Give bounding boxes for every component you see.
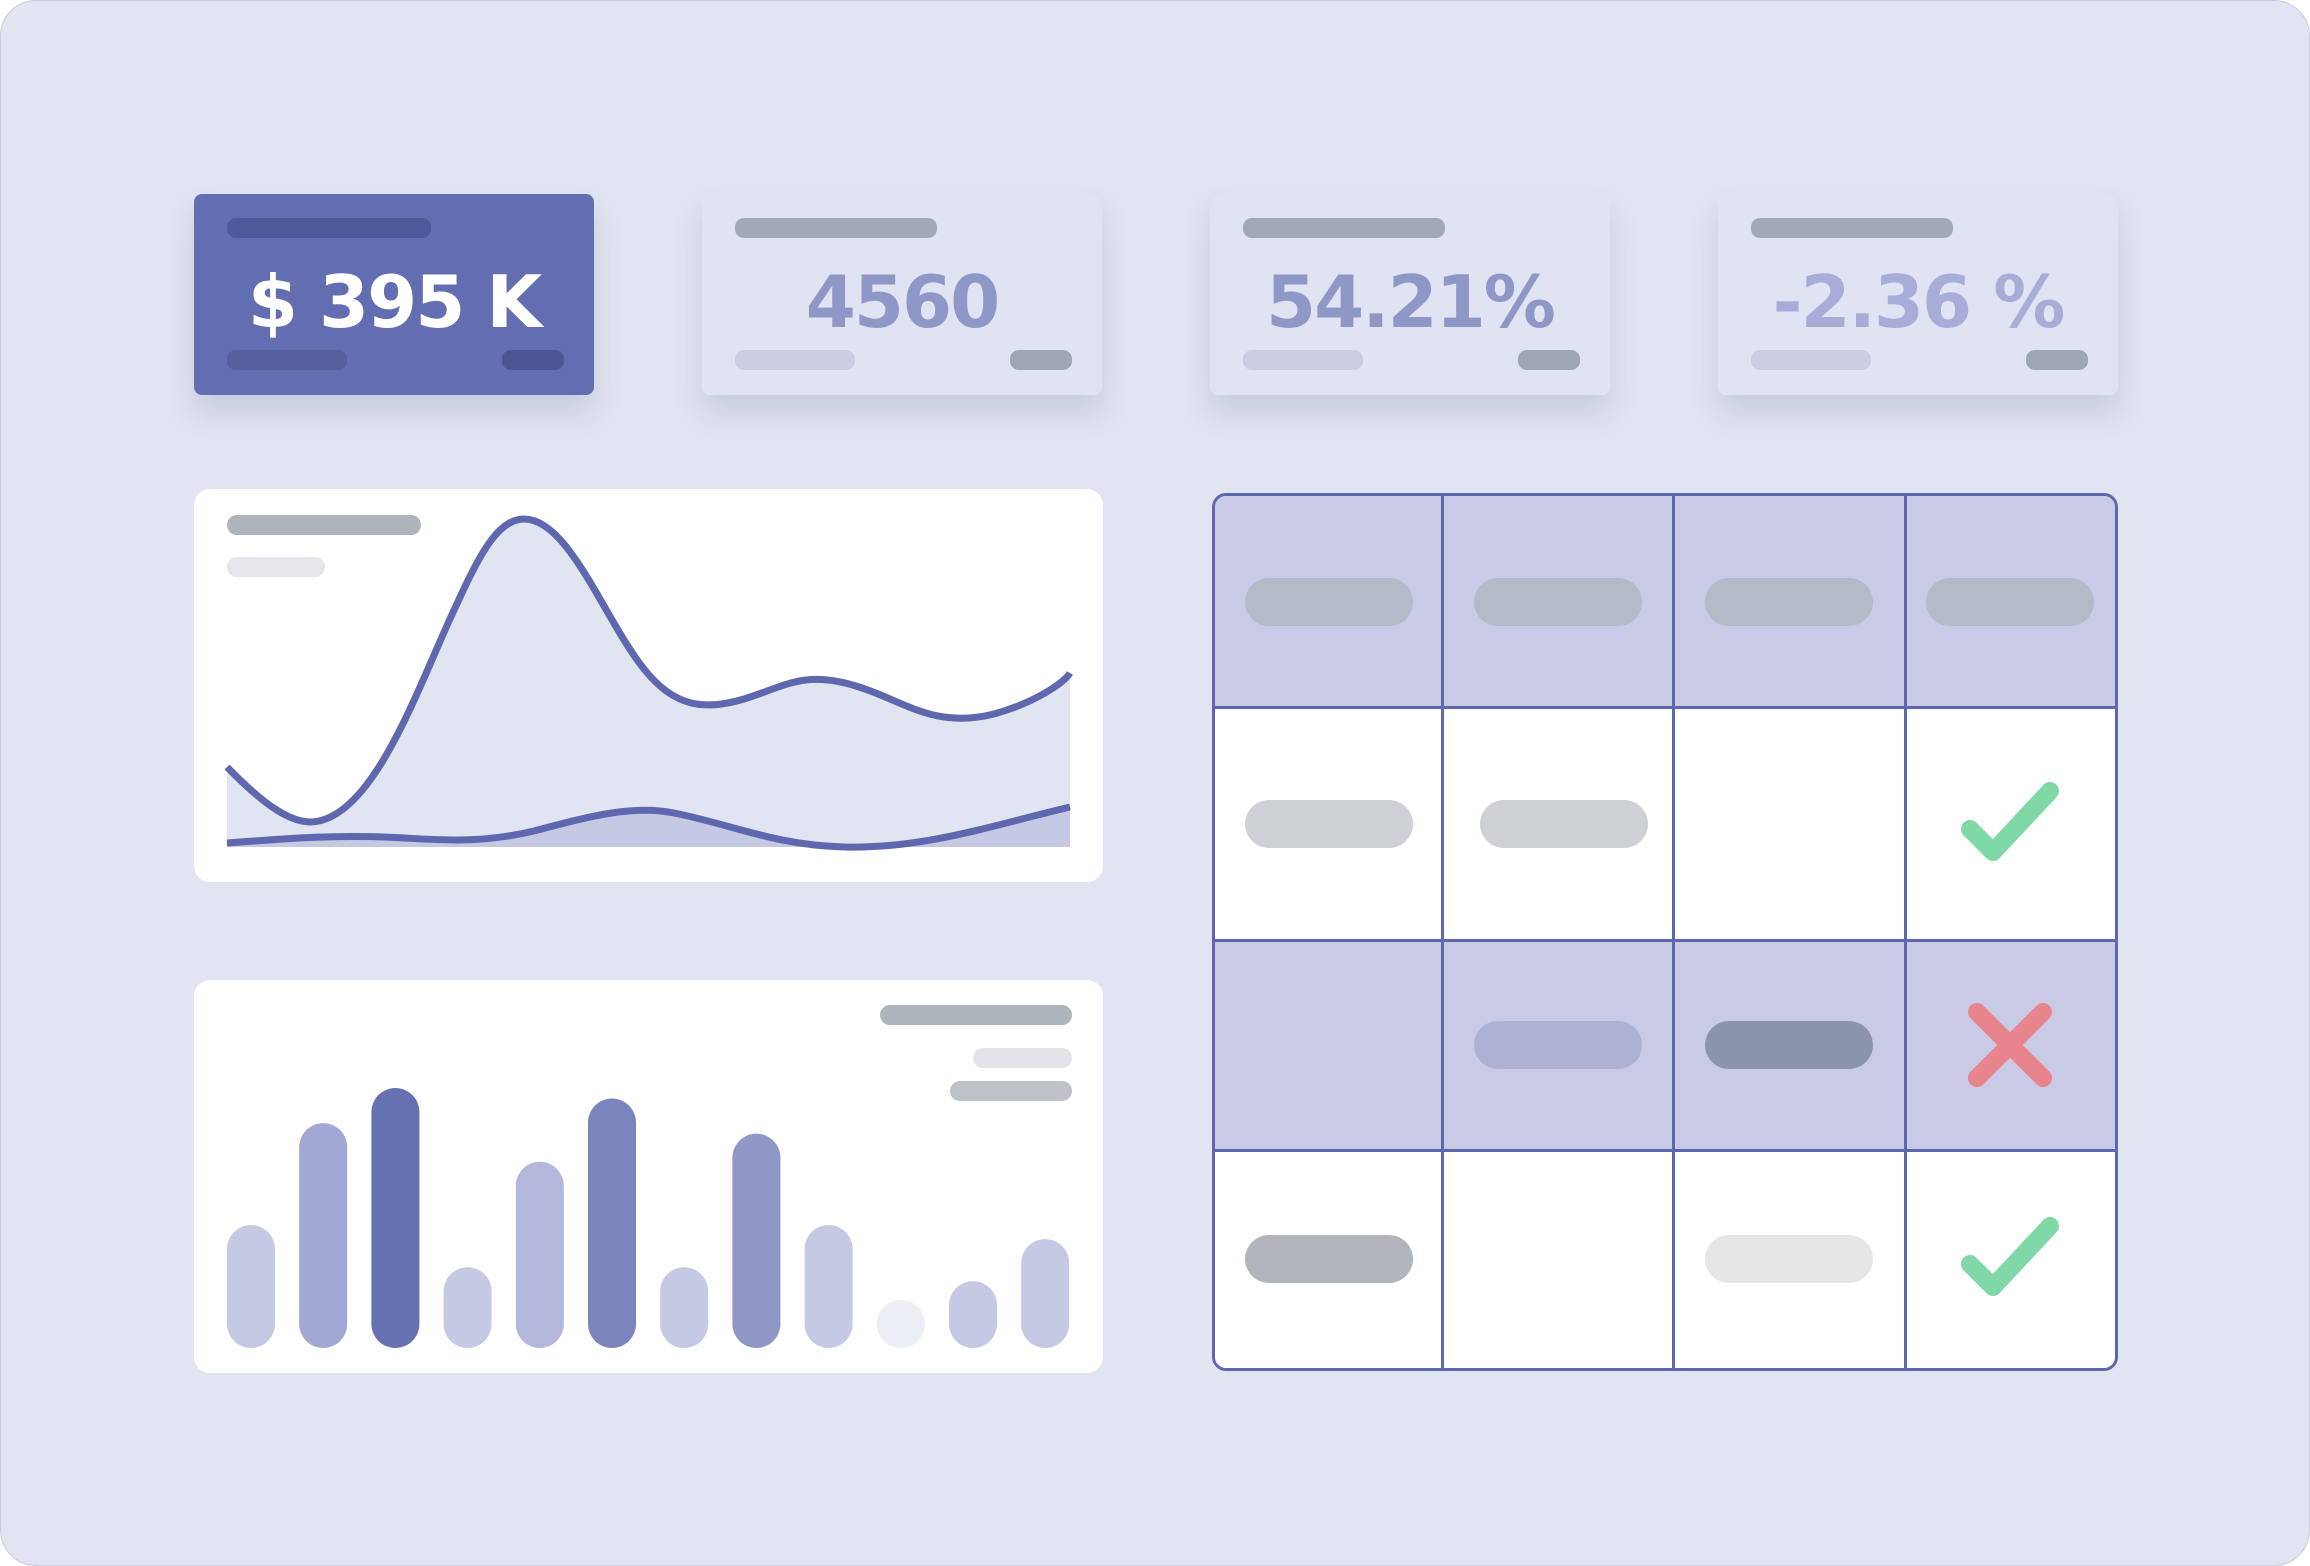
bar-3 bbox=[371, 1088, 420, 1348]
table-row-divider bbox=[1215, 1148, 2115, 1152]
kpi-title-placeholder bbox=[1243, 218, 1445, 238]
table-row bbox=[1215, 940, 2115, 1150]
bar-chart-panel bbox=[194, 980, 1103, 1373]
bar-2 bbox=[299, 1123, 348, 1348]
cell-placeholder bbox=[1244, 577, 1413, 626]
bar-11 bbox=[949, 1281, 997, 1348]
kpi-caption-placeholder bbox=[735, 350, 855, 370]
bar-5 bbox=[515, 1161, 564, 1348]
cell-placeholder bbox=[1479, 799, 1648, 848]
table-column-divider bbox=[1903, 496, 1907, 1368]
kpi-value: 54.21% bbox=[1266, 260, 1556, 344]
cell-placeholder bbox=[1705, 1021, 1873, 1069]
line-chart-series-2 bbox=[226, 803, 1071, 851]
bar-chart-svg bbox=[227, 1088, 1070, 1348]
bar-4 bbox=[443, 1267, 492, 1348]
bar-8 bbox=[732, 1133, 781, 1348]
line-chart-svg bbox=[224, 515, 1073, 851]
x-icon bbox=[1968, 1003, 2052, 1087]
cell-placeholder bbox=[1705, 1235, 1873, 1283]
kpi-value: $ 395 K bbox=[247, 260, 542, 344]
table-column-divider bbox=[1671, 496, 1675, 1368]
kpi-card-count[interactable]: 4560 bbox=[702, 194, 1102, 395]
table-column-divider bbox=[1440, 496, 1444, 1368]
kpi-caption-placeholder bbox=[1243, 350, 1363, 370]
bar-1 bbox=[227, 1225, 275, 1348]
kpi-title-placeholder bbox=[735, 218, 937, 238]
bar-7 bbox=[660, 1267, 709, 1348]
check-icon bbox=[1961, 781, 2059, 861]
line-chart-panel bbox=[194, 489, 1103, 882]
kpi-value: 4560 bbox=[805, 260, 1000, 344]
kpi-value: -2.36 % bbox=[1772, 260, 2066, 344]
check-icon bbox=[1961, 1217, 2059, 1296]
kpi-badge-placeholder bbox=[1518, 350, 1580, 370]
chart-subtitle-placeholder bbox=[227, 557, 325, 577]
kpi-card-change[interactable]: -2.36 % bbox=[1718, 194, 2118, 395]
kpi-caption-placeholder bbox=[227, 350, 347, 370]
cell-placeholder bbox=[1244, 799, 1413, 848]
cell-placeholder bbox=[1244, 1235, 1413, 1283]
chart-title-placeholder bbox=[880, 1005, 1072, 1025]
cell-placeholder bbox=[1926, 577, 2094, 626]
legend-placeholder bbox=[950, 1081, 1072, 1101]
table-row-divider bbox=[1215, 938, 2115, 942]
chart-title-placeholder bbox=[227, 515, 421, 535]
cell-placeholder bbox=[1473, 1021, 1642, 1069]
table-row-divider bbox=[1215, 705, 2115, 709]
line-chart-area-1 bbox=[227, 519, 1070, 847]
bar-6 bbox=[588, 1098, 636, 1348]
cell-placeholder bbox=[1473, 577, 1642, 626]
bar-12 bbox=[1021, 1239, 1070, 1348]
kpi-badge-placeholder bbox=[2026, 350, 2088, 370]
kpi-title-placeholder bbox=[227, 218, 431, 238]
kpi-badge-placeholder bbox=[1010, 350, 1072, 370]
legend-placeholder bbox=[973, 1048, 1072, 1068]
line-chart-area-2 bbox=[227, 807, 1070, 848]
kpi-badge-placeholder bbox=[502, 350, 564, 370]
cell-placeholder bbox=[1705, 577, 1873, 626]
kpi-card-revenue[interactable]: $ 395 K bbox=[194, 194, 594, 395]
bar-9 bbox=[804, 1225, 853, 1348]
bar-10 bbox=[876, 1300, 925, 1348]
line-chart-series-1 bbox=[224, 515, 1073, 826]
status-table bbox=[1212, 493, 2118, 1371]
kpi-caption-placeholder bbox=[1751, 350, 1871, 370]
kpi-title-placeholder bbox=[1751, 218, 1953, 238]
kpi-card-rate[interactable]: 54.21% bbox=[1210, 194, 1610, 395]
